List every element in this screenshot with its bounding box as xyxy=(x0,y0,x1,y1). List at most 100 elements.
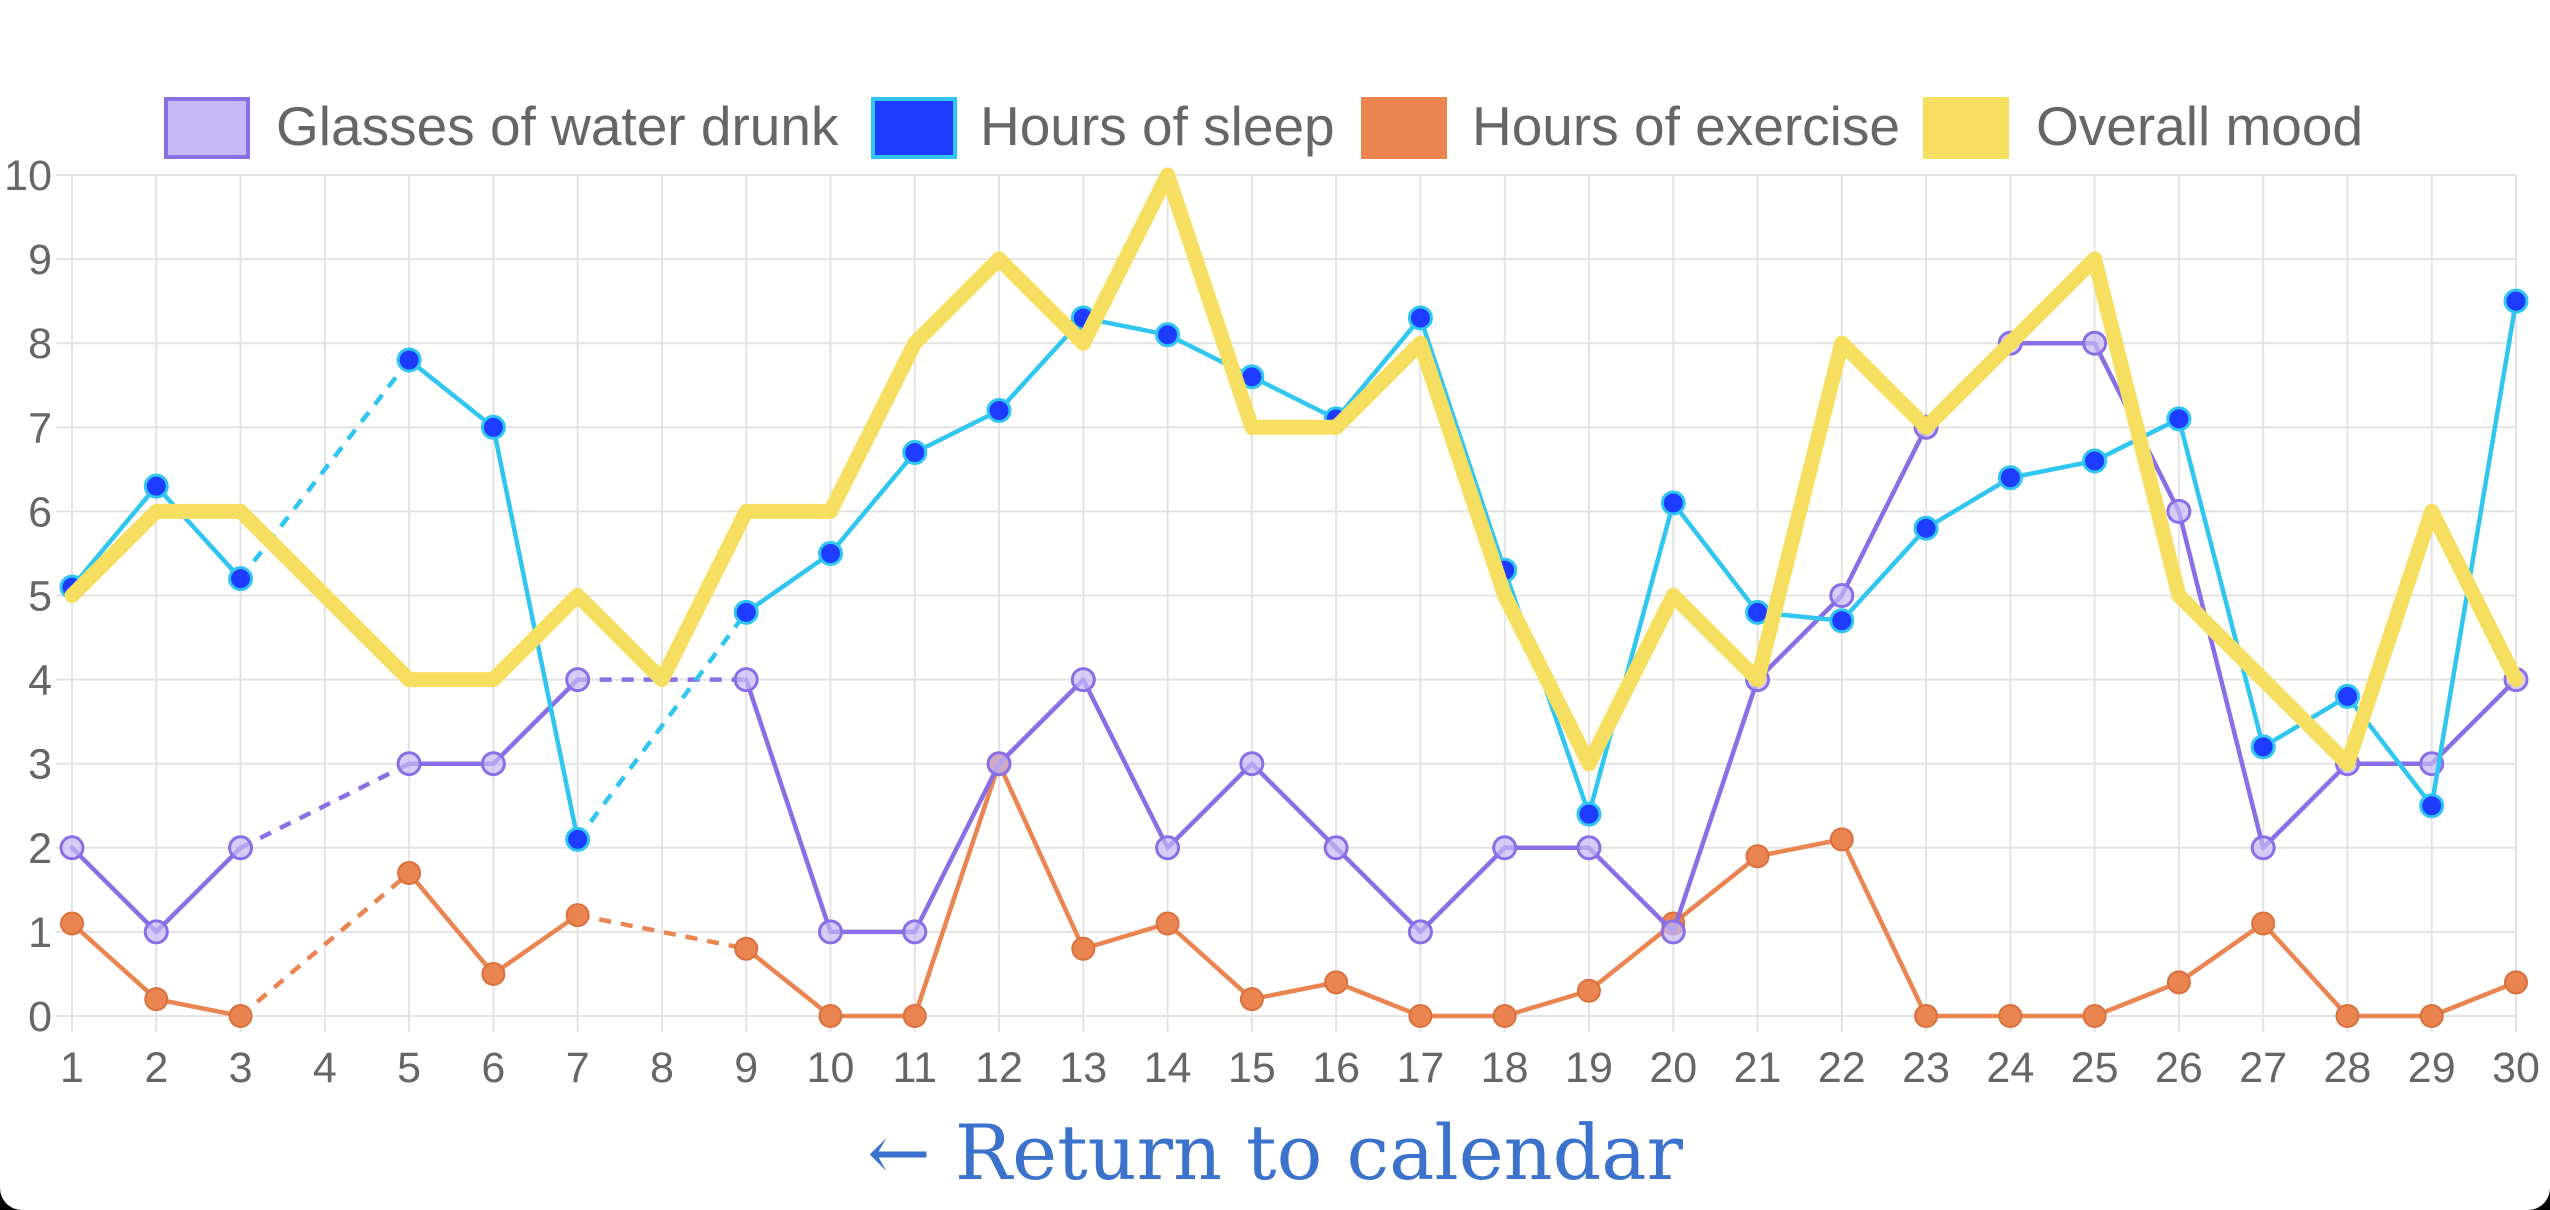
x-tick-label: 25 xyxy=(2071,1044,2119,1092)
data-point-water-day-25[interactable] xyxy=(2082,330,2108,356)
data-point-exercise-day-30[interactable] xyxy=(2504,970,2528,995)
data-point-water-day-18[interactable] xyxy=(1492,835,1518,861)
x-tick-label: 27 xyxy=(2239,1044,2287,1092)
data-point-exercise-day-7[interactable] xyxy=(565,903,590,928)
data-point-exercise-day-13[interactable] xyxy=(1071,936,1096,961)
series-line-segment xyxy=(2171,588,2271,688)
data-point-exercise-day-21[interactable] xyxy=(1745,844,1770,869)
data-point-sleep-day-29[interactable] xyxy=(2419,793,2445,819)
data-point-exercise-day-28[interactable] xyxy=(2335,1004,2360,1028)
data-point-exercise-day-2[interactable] xyxy=(144,987,169,1012)
data-point-sleep-day-3[interactable] xyxy=(228,566,254,592)
data-point-sleep-day-19[interactable] xyxy=(1576,801,1602,827)
data-point-water-day-27[interactable] xyxy=(2250,835,2276,861)
data-point-water-day-9[interactable] xyxy=(733,667,759,693)
data-point-sleep-day-7[interactable] xyxy=(565,826,591,852)
data-point-exercise-day-26[interactable] xyxy=(2166,970,2191,995)
y-tick-label: 6 xyxy=(28,488,52,536)
return-to-calendar-link[interactable]: ← Return to calendar xyxy=(867,1108,1683,1197)
series-line-segment xyxy=(317,588,417,688)
legend-item-water[interactable]: Glasses of water drunk xyxy=(164,95,839,159)
data-point-water-day-15[interactable] xyxy=(1239,751,1265,777)
data-point-sleep-day-30[interactable] xyxy=(2503,288,2529,314)
data-point-sleep-day-23[interactable] xyxy=(1913,515,1939,541)
data-point-exercise-day-1[interactable] xyxy=(60,911,84,936)
series-line-segment xyxy=(1418,845,1507,935)
data-point-water-day-26[interactable] xyxy=(2166,498,2192,524)
data-point-water-day-2[interactable] xyxy=(143,919,169,945)
legend-item-mood[interactable]: Overall mood xyxy=(1923,95,2363,159)
data-point-sleep-day-28[interactable] xyxy=(2334,683,2360,709)
data-point-water-day-20[interactable] xyxy=(1660,919,1686,945)
data-point-water-day-14[interactable] xyxy=(1155,835,1181,861)
data-point-exercise-day-18[interactable] xyxy=(1492,1004,1517,1028)
series-line-segment xyxy=(1665,588,1766,688)
series-line-segment xyxy=(991,251,1091,351)
data-point-exercise-day-23[interactable] xyxy=(1914,1004,1939,1028)
data-point-sleep-day-26[interactable] xyxy=(2166,406,2192,432)
data-point-water-day-6[interactable] xyxy=(480,751,506,777)
series-line-segment xyxy=(1075,167,1176,351)
series-line-segment xyxy=(1923,475,2013,531)
data-point-sleep-day-10[interactable] xyxy=(817,540,843,566)
series-line-segment xyxy=(912,761,1002,935)
data-point-water-day-5[interactable] xyxy=(396,751,422,777)
series-line-segment xyxy=(1081,677,1170,851)
data-point-exercise-day-25[interactable] xyxy=(2082,1004,2107,1028)
data-point-water-day-3[interactable] xyxy=(228,835,254,861)
data-point-water-day-12[interactable] xyxy=(986,751,1012,777)
y-tick-label: 2 xyxy=(28,825,52,873)
series-line-segment xyxy=(233,503,333,603)
data-point-sleep-day-17[interactable] xyxy=(1407,305,1433,331)
series-line-segment xyxy=(1497,588,1597,772)
x-tick-label: 15 xyxy=(1228,1044,1276,1092)
series-line-segment xyxy=(1750,335,1850,688)
data-point-exercise-day-19[interactable] xyxy=(1576,978,1601,1003)
data-point-water-day-13[interactable] xyxy=(1070,667,1096,693)
data-point-exercise-day-3[interactable] xyxy=(228,1004,253,1028)
series-line-segment xyxy=(2087,251,2187,603)
data-point-water-day-10[interactable] xyxy=(817,919,843,945)
data-point-sleep-day-14[interactable] xyxy=(1155,322,1181,348)
data-point-exercise-day-16[interactable] xyxy=(1324,970,1349,995)
data-point-sleep-day-6[interactable] xyxy=(480,414,506,440)
legend[interactable]: Glasses of water drunk Hours of sleep Hour… xyxy=(164,95,2363,159)
legend-swatch-mood xyxy=(1923,97,2009,159)
data-point-water-day-19[interactable] xyxy=(1576,835,1602,861)
data-point-exercise-day-24[interactable] xyxy=(1998,1004,2023,1028)
data-point-sleep-day-25[interactable] xyxy=(2082,448,2108,474)
data-point-exercise-day-14[interactable] xyxy=(1155,911,1180,936)
data-point-exercise-day-15[interactable] xyxy=(1239,987,1264,1012)
data-point-water-day-16[interactable] xyxy=(1323,835,1349,861)
data-point-sleep-day-22[interactable] xyxy=(1829,608,1855,634)
data-point-sleep-day-20[interactable] xyxy=(1660,490,1686,516)
x-tick-label: 16 xyxy=(1312,1044,1360,1092)
data-point-exercise-day-17[interactable] xyxy=(1408,1004,1433,1028)
data-point-exercise-day-10[interactable] xyxy=(818,1004,843,1028)
data-point-exercise-day-9[interactable] xyxy=(734,936,759,961)
legend-item-sleep[interactable]: Hours of sleep xyxy=(871,95,1335,159)
data-point-water-day-11[interactable] xyxy=(902,919,928,945)
data-point-sleep-day-5[interactable] xyxy=(396,347,422,373)
data-point-water-day-7[interactable] xyxy=(565,667,591,693)
data-point-sleep-day-27[interactable] xyxy=(2250,734,2276,760)
data-point-exercise-day-29[interactable] xyxy=(2419,1004,2444,1028)
data-point-exercise-day-5[interactable] xyxy=(397,861,422,886)
data-point-sleep-day-2[interactable] xyxy=(143,473,169,499)
data-point-exercise-day-27[interactable] xyxy=(2251,911,2276,936)
data-point-sleep-day-11[interactable] xyxy=(902,440,928,466)
data-point-sleep-day-9[interactable] xyxy=(733,599,759,625)
data-point-water-day-22[interactable] xyxy=(1829,583,1855,608)
data-point-water-day-1[interactable] xyxy=(59,835,85,861)
data-point-sleep-day-12[interactable] xyxy=(986,397,1012,423)
x-tick-label: 19 xyxy=(1565,1044,1613,1092)
data-point-sleep-day-24[interactable] xyxy=(1997,465,2023,491)
legend-item-exercise[interactable]: Hours of exercise xyxy=(1361,95,1900,159)
data-point-exercise-day-11[interactable] xyxy=(902,1004,927,1028)
data-point-water-day-17[interactable] xyxy=(1407,919,1433,945)
series-line-segment xyxy=(406,357,496,430)
data-point-exercise-day-6[interactable] xyxy=(481,961,506,986)
data-point-exercise-day-22[interactable] xyxy=(1829,827,1854,852)
series-line-segment xyxy=(1586,921,1676,994)
